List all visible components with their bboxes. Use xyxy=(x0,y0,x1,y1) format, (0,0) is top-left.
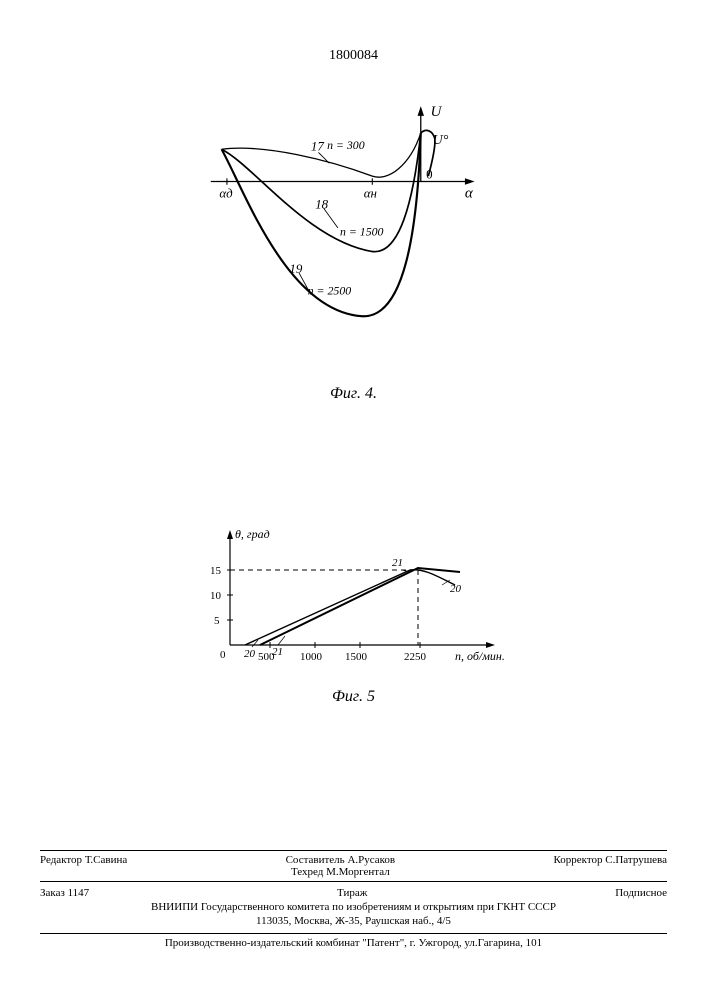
fig5-xtick-2250: 2250 xyxy=(404,651,427,663)
fig4-label-17: 17 xyxy=(311,138,324,153)
corrector-name: С.Патрушева xyxy=(605,854,667,866)
fig5-curve-20 xyxy=(245,570,455,645)
editor: Редактор Т.Савина xyxy=(40,854,127,878)
fig5-y-label: θ, град xyxy=(235,527,270,541)
corrector: Корректор С.Патрушева xyxy=(553,854,667,878)
compiler-label: Составитель xyxy=(286,854,345,866)
order-number: 1147 xyxy=(68,887,90,899)
figure-5: θ, град n, об/мин. 0 5 10 15 500 1000 15… xyxy=(200,495,520,675)
fig4-alpha-n: αн xyxy=(364,186,377,201)
fig5-origin: 0 xyxy=(220,649,226,661)
publisher: Производственно-издательский комбинат "П… xyxy=(40,933,667,949)
fig4-label-19n: n = 2500 xyxy=(308,284,352,298)
figure-4: U U° α αд αн 0 17 n = 300 18 n = 1500 19… xyxy=(200,90,480,370)
order-label: Заказ xyxy=(40,887,65,899)
fig5-ytick-5: 5 xyxy=(214,615,220,627)
fig5-xtick-1000: 1000 xyxy=(300,651,323,663)
fig5-xtick-1500: 1500 xyxy=(345,651,368,663)
compiler-name: А.Русаков xyxy=(347,854,395,866)
tehred-name: М.Моргентал xyxy=(326,866,390,878)
fig5-x-label: n, об/мин. xyxy=(455,649,505,663)
fig5-mark-20a: 20 xyxy=(244,648,256,660)
fig4-alpha-d: αд xyxy=(219,186,233,201)
fig5-mark-21a: 21 xyxy=(272,646,283,658)
fig4-x-label: α xyxy=(465,186,474,202)
fig5-mark-20b: 20 xyxy=(450,583,462,595)
fig4-label-18n: n = 1500 xyxy=(340,224,384,238)
editor-label: Редактор xyxy=(40,854,82,866)
fig4-y-label: U xyxy=(430,104,442,120)
fig4-label-19: 19 xyxy=(289,261,302,276)
tiraj: Тираж xyxy=(337,887,367,899)
fig5-ytick-15: 15 xyxy=(210,565,222,577)
corrector-label: Корректор xyxy=(553,854,602,866)
podpisnoe: Подписное xyxy=(615,887,667,899)
fig5-curve-21 xyxy=(260,568,460,645)
fig5-caption: Фиг. 5 xyxy=(0,688,707,706)
fig4-label-18: 18 xyxy=(315,196,328,211)
fig4-caption: Фиг. 4. xyxy=(0,385,707,403)
fig5-ytick-10: 10 xyxy=(210,590,222,602)
org-line2: 113035, Москва, Ж-35, Раушская наб., 4/5 xyxy=(40,915,667,927)
fig5-mark-21b: 21 xyxy=(392,557,403,569)
editor-name: Т.Савина xyxy=(85,854,127,866)
tehred-label: Техред xyxy=(291,866,323,878)
org-line1: ВНИИПИ Государственного комитета по изоб… xyxy=(40,901,667,913)
patent-number: 1800084 xyxy=(0,48,707,64)
fig4-label-17n: n = 300 xyxy=(327,138,365,152)
footer: Редактор Т.Савина Составитель А.Русаков … xyxy=(40,850,667,949)
